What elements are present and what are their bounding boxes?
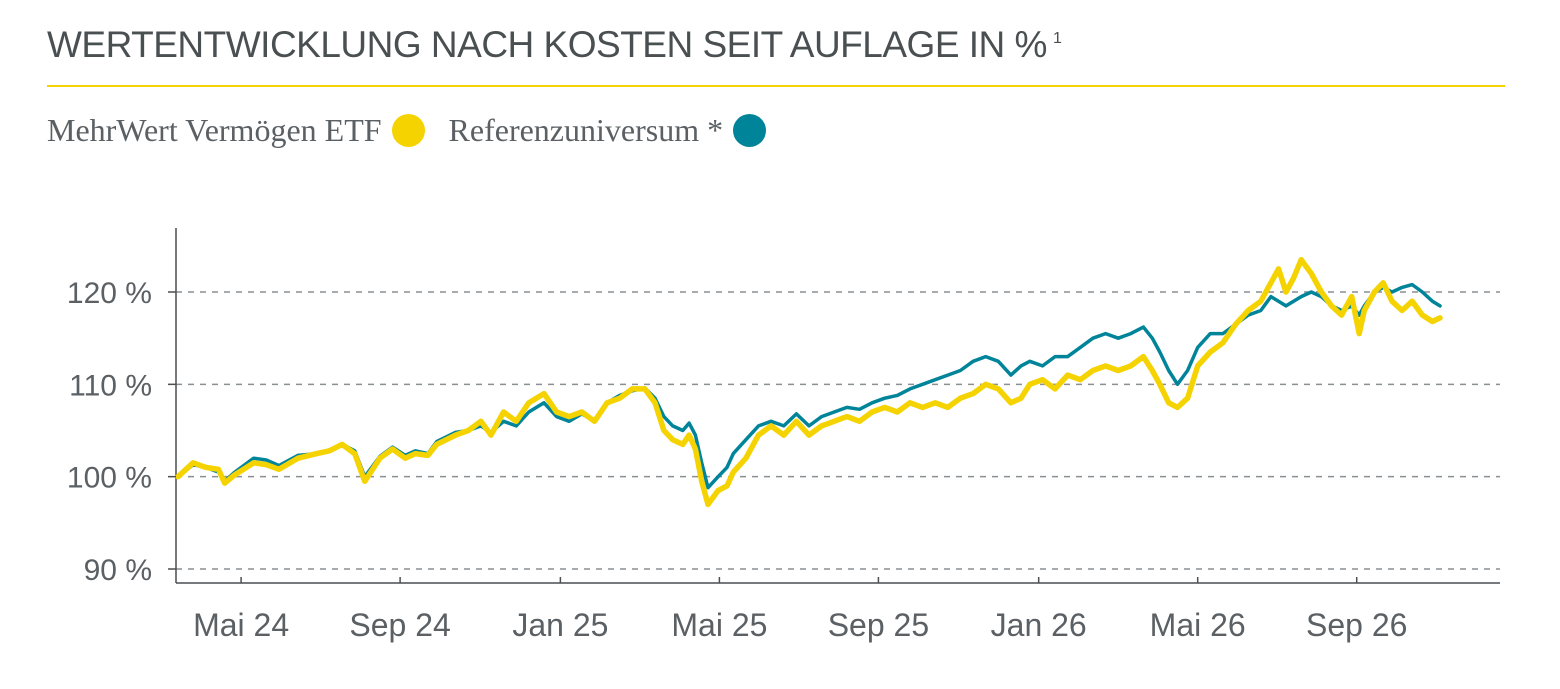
chart-axes: [175, 228, 1500, 584]
x-tick-label-3: Mai 25: [671, 607, 767, 643]
chart-title: WERTENTWICKLUNG NACH KOSTEN SEIT AUFLAGE…: [47, 24, 1062, 66]
chart-series: [175, 256, 1443, 508]
legend-label-referenz: Referenzuniversum *: [448, 112, 724, 148]
x-tick-label-4: Sep 25: [828, 607, 929, 643]
legend-dot-etf: [391, 114, 425, 147]
footnote-marker: 1: [1052, 30, 1062, 47]
x-tick-label-5: Jan 26: [991, 607, 1087, 643]
x-tick-label-0: Mai 24: [193, 607, 289, 643]
x-tick-label-6: Mai 26: [1150, 607, 1246, 643]
title-divider: [47, 85, 1505, 87]
y-tick-label-90: 90 %: [84, 554, 152, 587]
y-axis-ticks: 90 % 100 % 110 % 120 %: [67, 277, 176, 587]
legend-item-etf: MehrWert Vermögen ETF: [47, 112, 425, 149]
series-line-etf: [175, 256, 1443, 508]
x-tick-label-2: Jan 25: [512, 607, 608, 643]
x-axis-ticks: Mai 24 Sep 24 Jan 25 Mai 25 Sep 25 Jan 26 Mai …: [193, 577, 1407, 643]
legend-dot-referenz: [733, 114, 767, 147]
y-tick-label-110: 110 %: [69, 369, 152, 402]
legend-item-referenz: Referenzuniversum *: [449, 112, 767, 149]
chart-legend: MehrWert Vermögen ETF Referenzuniversum …: [47, 112, 790, 149]
series-line-referenz: [176, 282, 1442, 490]
y-tick-label-120: 120 %: [67, 277, 152, 310]
y-tick-label-100: 100 %: [67, 462, 152, 495]
grid-lines: [176, 291, 1500, 570]
legend-label-etf: MehrWert Vermögen ETF: [47, 112, 382, 148]
x-tick-label-1: Sep 24: [349, 607, 450, 643]
x-tick-label-7: Sep 26: [1306, 607, 1407, 643]
chart-title-text: WERTENTWICKLUNG NACH KOSTEN SEIT AUFLAGE…: [47, 24, 1047, 65]
